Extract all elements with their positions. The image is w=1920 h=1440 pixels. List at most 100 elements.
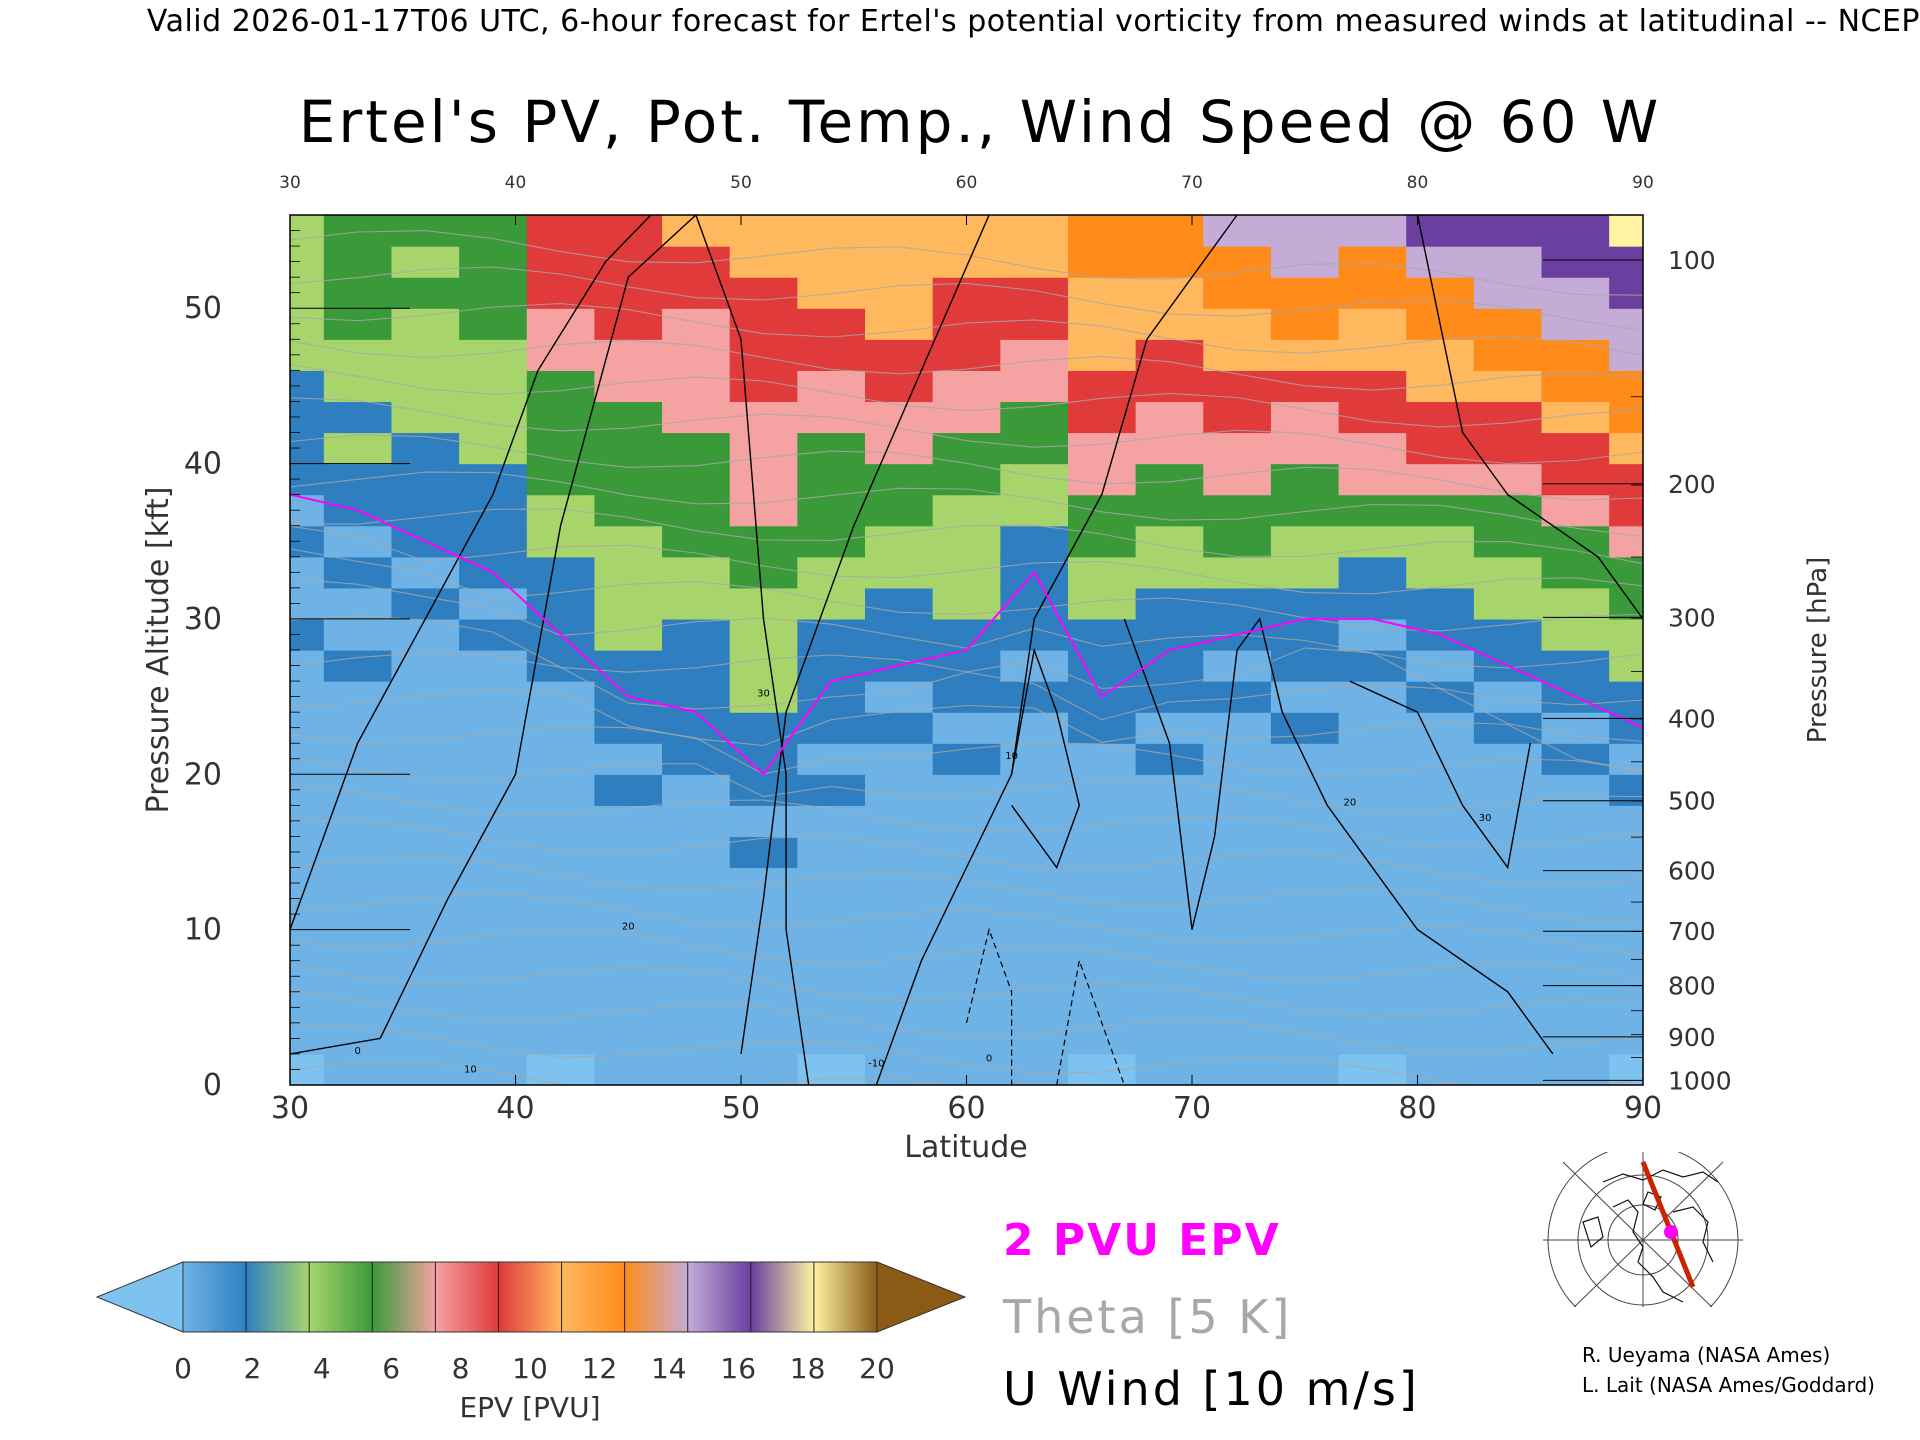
- forecast-valid-header: Valid 2026-01-17T06 UTC, 6-hour forecast…: [146, 4, 1920, 39]
- colorbar-segment: [687, 1262, 752, 1332]
- epv-cell: [1541, 805, 1610, 838]
- epv-cell: [1338, 650, 1407, 682]
- epv-cell: [1406, 215, 1475, 247]
- epv-cell: [1203, 494, 1272, 527]
- epv-cell: [1000, 712, 1069, 744]
- epv-cell: [459, 681, 528, 713]
- epv-cell: [1541, 712, 1610, 744]
- wind-contour-label: 10: [1005, 751, 1018, 762]
- epv-cell: [459, 587, 528, 620]
- epv-cell: [526, 215, 596, 247]
- epv-cell: [1609, 867, 1643, 900]
- colorbar-tick-label: 14: [651, 1352, 687, 1385]
- epv-cell: [1338, 308, 1407, 340]
- pressure-tick-label: 300: [1668, 603, 1716, 632]
- epv-cell: [1609, 1053, 1643, 1085]
- x-tick-label: 60: [947, 1091, 985, 1126]
- epv-cell: [526, 1022, 596, 1055]
- epv-cell: [594, 370, 663, 403]
- legend-u-wind: U Wind [10 m/s]: [1003, 1362, 1420, 1416]
- epv-cell: [1541, 556, 1610, 589]
- top-x-tick-label: 90: [1632, 173, 1654, 193]
- epv-cell: [729, 494, 798, 527]
- epv-cell: [1473, 308, 1543, 340]
- epv-cell: [1135, 494, 1204, 527]
- epv-cell: [932, 339, 1001, 371]
- epv-cell: [865, 867, 934, 900]
- epv-cell: [391, 1053, 460, 1085]
- epv-cell: [1541, 246, 1610, 278]
- epv-cell: [1270, 401, 1340, 434]
- epv-cell: [1338, 991, 1407, 1024]
- u-wind-contours: 0 10 20 30 -10 0 10 20 30: [290, 215, 1643, 1085]
- theta-contour-line: [290, 578, 1643, 669]
- epv-cell: [459, 712, 528, 744]
- epv-cell: [1541, 650, 1610, 682]
- epv-cell: [526, 867, 596, 900]
- epv-cell: [1067, 991, 1137, 1024]
- pressure-tick-label: 400: [1668, 704, 1716, 733]
- epv-cell: [662, 277, 731, 309]
- epv-cell: [391, 681, 460, 713]
- epv-cell: [459, 525, 528, 558]
- epv-cell: [1473, 401, 1543, 434]
- top-x-tick-label: 80: [1407, 173, 1429, 193]
- epv-cell: [1406, 681, 1475, 713]
- epv-cell: [662, 805, 731, 838]
- epv-cell: [1135, 215, 1204, 247]
- credit-line-1: R. Ueyama (NASA Ames): [1582, 1343, 1831, 1367]
- top-x-tick-label: 60: [956, 173, 978, 193]
- epv-cell: [1203, 712, 1272, 744]
- epv-cell: [594, 339, 663, 371]
- epv-cell: [1203, 432, 1272, 465]
- epv-cell: [323, 712, 393, 744]
- epv-cell: [1067, 370, 1137, 403]
- epv-cell: [797, 215, 866, 247]
- epv-cell: [1541, 898, 1610, 931]
- epv-cell: [662, 401, 731, 434]
- epv-cell: [1609, 712, 1643, 744]
- theta-contour-line: [290, 688, 1643, 773]
- epv-cell: [797, 339, 866, 371]
- epv-cell: [932, 494, 1001, 527]
- epv-cell: [1473, 339, 1543, 371]
- epv-cell: [1000, 929, 1069, 962]
- epv-cell: [1338, 215, 1407, 247]
- epv-cell: [1203, 587, 1272, 620]
- epv-cell: [1135, 991, 1204, 1024]
- colorbar-segment: [309, 1262, 373, 1332]
- epv-cell: [1270, 308, 1340, 340]
- epv-cell: [1000, 246, 1069, 278]
- epv-cell: [1270, 215, 1340, 247]
- epv-cell: [1609, 308, 1643, 340]
- epv-cell: [323, 246, 393, 278]
- epv-cell: [865, 805, 934, 838]
- epv-cell: [323, 370, 393, 403]
- epv-cell: [1338, 525, 1407, 558]
- epv-cell: [1338, 898, 1407, 931]
- u-wind-contour-line: [290, 215, 697, 1055]
- epv-cell: [459, 432, 528, 465]
- colorbar-tick-label: 2: [243, 1352, 261, 1385]
- epv-cell: [459, 463, 528, 496]
- epv-cell: [797, 525, 866, 558]
- epv-cell: [662, 494, 731, 527]
- epv-cell: [1203, 929, 1272, 962]
- epv-cell: [1473, 246, 1543, 278]
- epv-cell: [865, 1053, 934, 1085]
- epv-cell: [797, 1022, 866, 1055]
- epv-cell: [1609, 339, 1643, 371]
- epv-cell: [662, 556, 731, 589]
- colorbar-segment: [624, 1262, 689, 1332]
- theta-contour-line: [290, 508, 1643, 565]
- epv-cell: [391, 867, 460, 900]
- epv-cell: [662, 1022, 731, 1055]
- epv-cell: [729, 525, 798, 558]
- minimap-location-marker: [1664, 1225, 1678, 1239]
- epv-cell: [865, 556, 934, 589]
- epv-cell: [323, 525, 393, 558]
- epv-cell: [1406, 587, 1475, 620]
- theta-contour-line: [290, 964, 1643, 1018]
- epv-cell: [1000, 525, 1069, 558]
